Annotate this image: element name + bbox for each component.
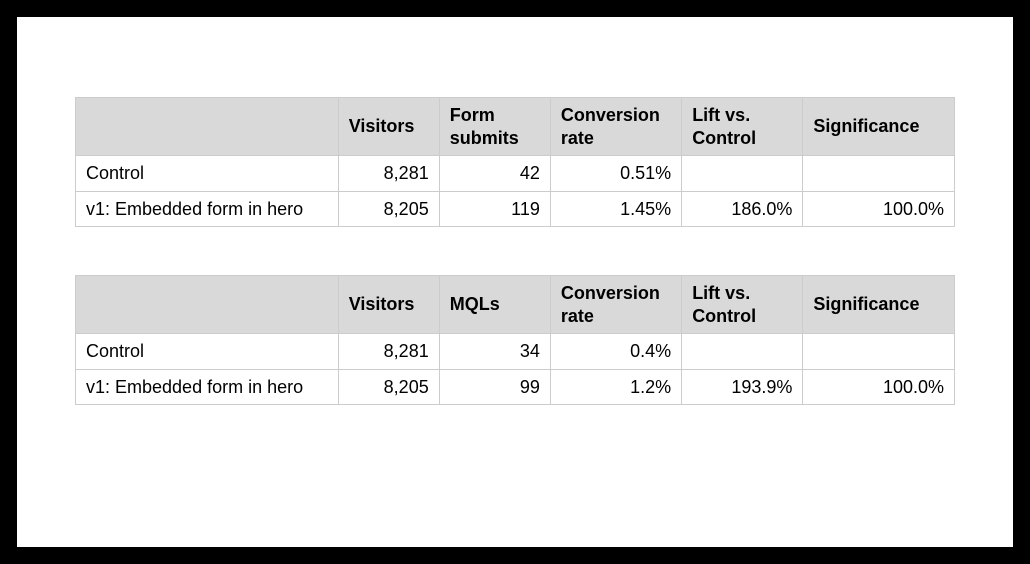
cell-form-submits: 42 xyxy=(439,156,550,192)
table-header-row: Visitors Form submits Conversion rate Li… xyxy=(76,98,955,156)
ab-test-table-form-submits: Visitors Form submits Conversion rate Li… xyxy=(75,97,955,227)
cell-mqls: 34 xyxy=(439,334,550,370)
cell-variant-label: v1: Embedded form in hero xyxy=(76,191,339,227)
col-header-variant xyxy=(76,98,339,156)
col-header-visitors: Visitors xyxy=(338,98,439,156)
table-header-row: Visitors MQLs Conversion rate Lift vs. C… xyxy=(76,276,955,334)
cell-visitors: 8,281 xyxy=(338,334,439,370)
col-header-lift: Lift vs. Control xyxy=(682,98,803,156)
cell-significance xyxy=(803,156,955,192)
cell-variant-label: v1: Embedded form in hero xyxy=(76,369,339,405)
table-row: v1: Embedded form in hero 8,205 119 1.45… xyxy=(76,191,955,227)
col-header-conversion: Conversion rate xyxy=(550,276,681,334)
cell-mqls: 99 xyxy=(439,369,550,405)
cell-variant-label: Control xyxy=(76,334,339,370)
cell-conversion: 1.2% xyxy=(550,369,681,405)
cell-significance: 100.0% xyxy=(803,191,955,227)
col-header-visitors: Visitors xyxy=(338,276,439,334)
col-header-conversion: Conversion rate xyxy=(550,98,681,156)
col-header-significance: Significance xyxy=(803,276,955,334)
col-header-form-submits: Form submits xyxy=(439,98,550,156)
cell-form-submits: 119 xyxy=(439,191,550,227)
cell-significance xyxy=(803,334,955,370)
cell-conversion: 1.45% xyxy=(550,191,681,227)
table-row: Control 8,281 42 0.51% xyxy=(76,156,955,192)
col-header-mqls: MQLs xyxy=(439,276,550,334)
cell-conversion: 0.4% xyxy=(550,334,681,370)
ab-test-table-mqls: Visitors MQLs Conversion rate Lift vs. C… xyxy=(75,275,955,405)
cell-variant-label: Control xyxy=(76,156,339,192)
table-row: Control 8,281 34 0.4% xyxy=(76,334,955,370)
col-header-variant xyxy=(76,276,339,334)
cell-visitors: 8,205 xyxy=(338,191,439,227)
cell-conversion: 0.51% xyxy=(550,156,681,192)
cell-lift xyxy=(682,334,803,370)
cell-significance: 100.0% xyxy=(803,369,955,405)
col-header-significance: Significance xyxy=(803,98,955,156)
cell-lift: 193.9% xyxy=(682,369,803,405)
table-row: v1: Embedded form in hero 8,205 99 1.2% … xyxy=(76,369,955,405)
cell-lift xyxy=(682,156,803,192)
cell-visitors: 8,281 xyxy=(338,156,439,192)
col-header-lift: Lift vs. Control xyxy=(682,276,803,334)
cell-lift: 186.0% xyxy=(682,191,803,227)
content-panel: Visitors Form submits Conversion rate Li… xyxy=(17,17,1013,547)
cell-visitors: 8,205 xyxy=(338,369,439,405)
